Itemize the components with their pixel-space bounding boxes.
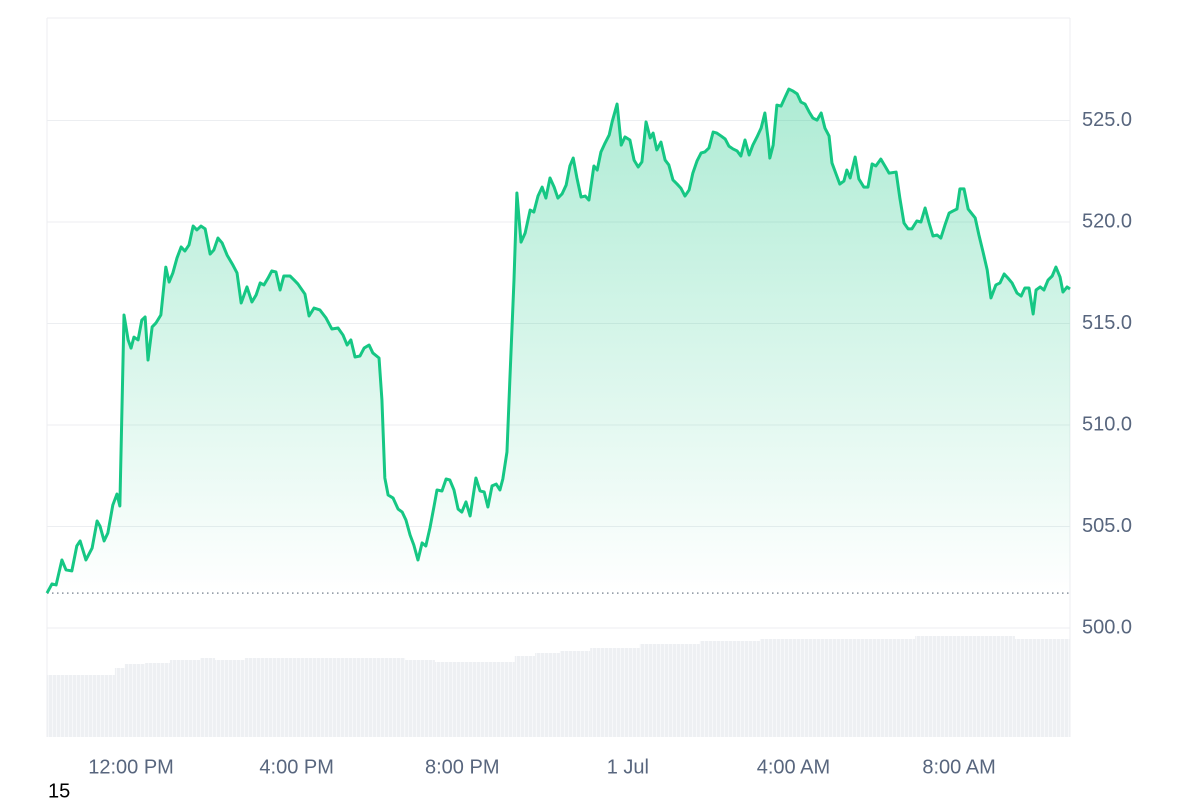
x-tick-label: 8:00 PM	[425, 756, 499, 778]
x-tick-label: 12:00 PM	[88, 756, 174, 778]
x-tick-label: 4:00 PM	[259, 756, 333, 778]
y-tick-label: 525.0	[1082, 109, 1132, 131]
volume-bar	[535, 653, 560, 737]
price-line	[45, 87, 1071, 594]
x-tick-label: 4:00 AM	[757, 756, 830, 778]
volume-bar	[514, 656, 536, 737]
volume-bar	[200, 658, 216, 737]
x-tick-label: 1 Jul	[607, 756, 649, 778]
footnote: 15	[48, 780, 70, 800]
volume-bar	[434, 662, 515, 737]
y-tick-label: 520.0	[1082, 210, 1132, 232]
volume-bar	[699, 641, 760, 737]
volume-bar	[47, 675, 115, 737]
volume-bar	[405, 660, 435, 737]
volume-bar	[590, 648, 640, 737]
volume-bar	[559, 651, 591, 737]
volume-bar	[639, 644, 700, 737]
volume-bar	[169, 660, 201, 737]
volume-bar	[145, 663, 170, 737]
volume-bar	[215, 660, 245, 737]
x-tick-label: 8:00 AM	[922, 756, 995, 778]
y-tick-label: 500.0	[1082, 616, 1132, 638]
volume-bar	[915, 636, 1015, 737]
volume-bar	[244, 658, 406, 737]
volume-bar	[759, 639, 916, 737]
volume-bar	[114, 668, 125, 737]
y-tick-label: 515.0	[1082, 312, 1132, 334]
volume-bar	[1014, 639, 1070, 737]
area	[47, 89, 1070, 594]
volume-bar	[124, 664, 146, 737]
y-tick-label: 510.0	[1082, 413, 1132, 435]
y-tick-label: 505.0	[1082, 515, 1132, 537]
